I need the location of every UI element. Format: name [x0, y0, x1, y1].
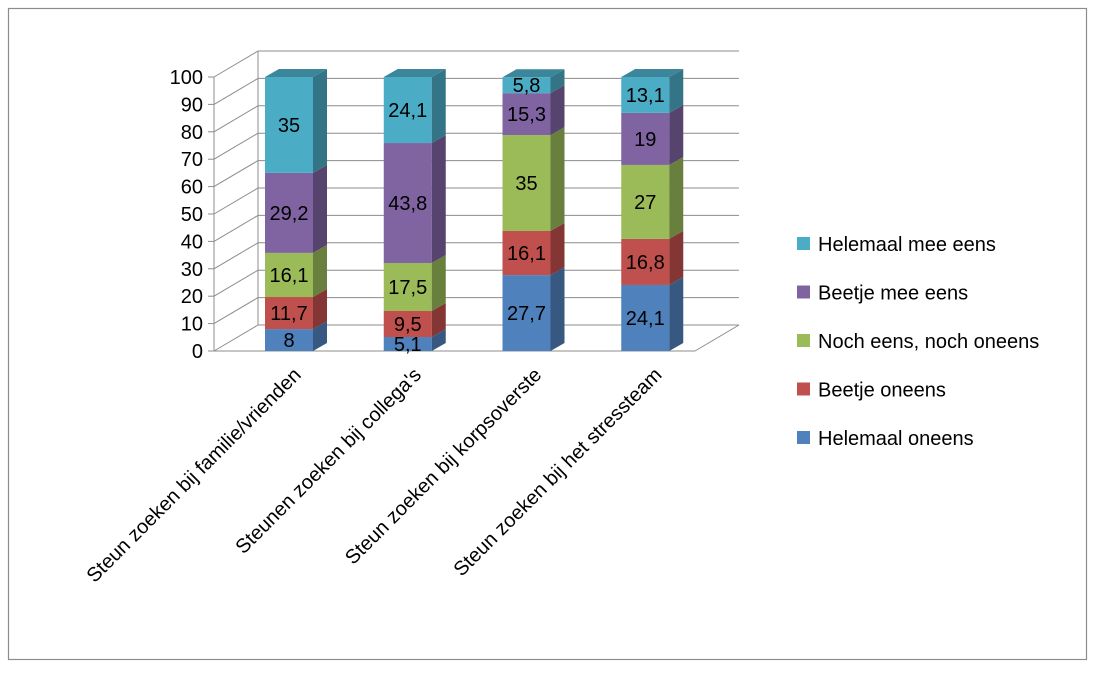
y-tick-label: 90: [181, 94, 203, 116]
side-wall-line: [213, 187, 259, 215]
data-label: 27,7: [507, 303, 546, 325]
side-wall-line: [213, 77, 259, 105]
data-label: 17,5: [388, 277, 427, 299]
bar-segment-side: [313, 289, 327, 330]
data-label: 35: [515, 173, 537, 195]
bar-segment: [383, 263, 432, 311]
bar-segment: [383, 77, 432, 144]
bar-segment-side: [431, 135, 446, 264]
data-label: 24,1: [626, 308, 665, 330]
y-tick-label: 70: [181, 149, 203, 171]
bar-segment: [502, 230, 551, 276]
data-label: 16,1: [270, 265, 309, 287]
y-tick-label: 40: [181, 231, 203, 253]
bar-segment: [621, 238, 670, 285]
bar-segment: [621, 284, 670, 351]
legend-swatch: [797, 237, 810, 250]
legend-swatch: [797, 431, 810, 444]
bar-segment-side: [669, 156, 684, 239]
data-label: 19: [634, 129, 656, 151]
bar-segment-side: [669, 104, 684, 165]
data-label: 5,8: [513, 75, 541, 97]
legend-label: Noch eens, noch oneens: [818, 331, 1039, 353]
bar-segment-side: [431, 302, 446, 338]
bar-segment-side: [431, 255, 446, 311]
bar-segment: [383, 310, 432, 338]
side-wall-line: [213, 105, 259, 133]
legend-label: Beetje mee eens: [818, 283, 968, 305]
bar-segment: [383, 143, 432, 264]
bar-segment-side: [550, 85, 565, 136]
floor-right-edge: [694, 324, 740, 352]
data-label: 8: [283, 330, 294, 352]
bar-segment: [502, 93, 551, 136]
bar-segment-side: [313, 244, 327, 298]
legend-swatch: [797, 382, 810, 396]
data-label: 35: [278, 115, 300, 137]
side-wall-line: [213, 50, 259, 78]
bar-segment-side: [431, 329, 446, 351]
y-tick-label: 0: [192, 341, 203, 363]
bar-segment-side: [313, 164, 327, 253]
side-wall-line: [213, 214, 259, 242]
bar-segment: [621, 164, 670, 239]
bar-segment: [383, 337, 432, 351]
y-tick-label: 60: [181, 177, 203, 199]
data-label: 16,8: [626, 252, 665, 274]
data-label: 15,3: [507, 104, 546, 126]
data-label: 5,1: [394, 334, 422, 356]
legend-swatch: [797, 285, 810, 299]
y-tick-label: 10: [181, 314, 203, 336]
bar-segment: [621, 112, 670, 165]
bar-top: [621, 69, 684, 77]
y-tick-label: 100: [170, 67, 203, 89]
bar-top: [265, 69, 327, 77]
data-label: 9,5: [394, 314, 422, 336]
data-label: 27: [634, 192, 656, 214]
side-wall-line: [213, 242, 259, 270]
bar-segment-side: [431, 69, 446, 144]
data-label: 43,8: [388, 193, 427, 215]
side-wall-line: [213, 297, 259, 325]
bar-segment: [265, 297, 313, 330]
bar-segment-side: [669, 276, 684, 351]
bar-segment: [265, 329, 313, 351]
bar-segment-side: [313, 321, 327, 351]
legend-label: Helemaal mee eens: [818, 234, 996, 256]
legend-swatch: [797, 334, 810, 347]
side-wall-line: [213, 269, 259, 297]
bar-segment: [265, 172, 313, 253]
legend-label: Helemaal oneens: [818, 428, 974, 450]
data-label: 24,1: [388, 100, 427, 122]
side-wall-line: [213, 160, 259, 188]
y-tick-label: 80: [181, 122, 203, 144]
bar-segment: [502, 77, 551, 94]
data-label: 16,1: [507, 243, 546, 265]
y-tick-label: 30: [181, 259, 203, 281]
y-tick-label: 50: [181, 204, 203, 226]
bar-segment-side: [550, 222, 565, 276]
bar-segment: [502, 275, 551, 351]
bar-segment: [265, 252, 313, 298]
bar-top: [383, 69, 446, 77]
bar-segment-side: [550, 267, 565, 351]
bar-segment-side: [313, 69, 327, 173]
y-tick-label: 20: [181, 286, 203, 308]
side-wall-line: [213, 132, 259, 160]
bar-segment-side: [550, 127, 565, 231]
data-label: 11,7: [270, 303, 307, 325]
bar-segment-side: [669, 69, 684, 113]
bar-segment: [502, 135, 551, 231]
bar-segment: [621, 77, 670, 113]
bar-segment: [265, 77, 313, 173]
bar-top: [502, 69, 565, 78]
bar-segment-side: [669, 230, 684, 285]
side-wall-line: [213, 324, 259, 352]
data-label: 29,2: [270, 203, 309, 225]
legend-label: Beetje oneens: [818, 380, 946, 402]
bar-segment-side: [550, 69, 565, 94]
data-label: 13,1: [626, 85, 665, 107]
